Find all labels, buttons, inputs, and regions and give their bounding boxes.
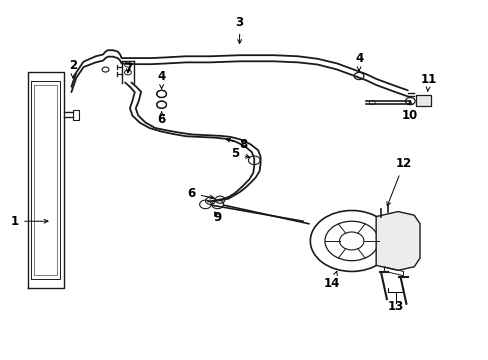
Polygon shape [375, 212, 419, 270]
Text: 11: 11 [420, 73, 436, 92]
Text: 13: 13 [387, 300, 403, 313]
Text: 4: 4 [157, 69, 165, 89]
Bar [31, 81, 60, 279]
Bar [415, 95, 430, 106]
Text: 6: 6 [187, 187, 213, 200]
Text: 7: 7 [124, 62, 132, 75]
Text: 5: 5 [231, 147, 249, 159]
Text: 8: 8 [226, 138, 247, 150]
Text: 10: 10 [401, 101, 418, 122]
Text: 2: 2 [69, 59, 77, 78]
Text: 4: 4 [354, 51, 363, 71]
Text: 1: 1 [11, 215, 48, 228]
Text: 3: 3 [235, 16, 243, 44]
Text: 9: 9 [213, 211, 222, 224]
Text: 12: 12 [386, 157, 411, 206]
Bar [73, 110, 79, 120]
Bar [34, 85, 57, 275]
Text: 14: 14 [324, 271, 340, 291]
Text: 6: 6 [157, 113, 165, 126]
